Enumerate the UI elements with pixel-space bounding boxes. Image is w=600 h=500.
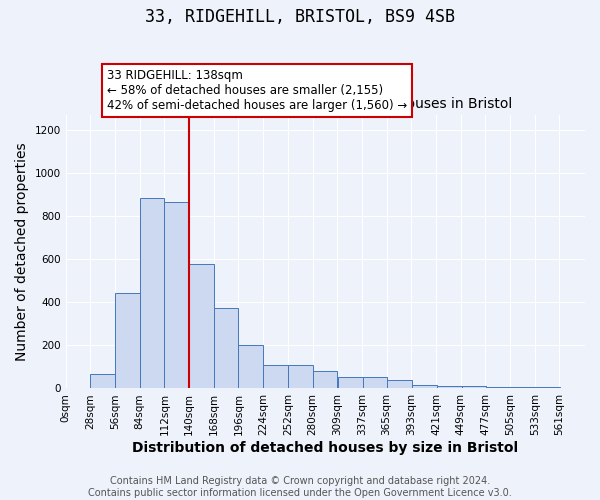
Text: 33 RIDGEHILL: 138sqm
← 58% of detached houses are smaller (2,155)
42% of semi-de: 33 RIDGEHILL: 138sqm ← 58% of detached h… <box>107 69 407 112</box>
Bar <box>140 198 164 388</box>
Y-axis label: Number of detached properties: Number of detached properties <box>15 142 29 361</box>
Title: Size of property relative to detached houses in Bristol: Size of property relative to detached ho… <box>138 97 512 111</box>
X-axis label: Distribution of detached houses by size in Bristol: Distribution of detached houses by size … <box>132 441 518 455</box>
Bar <box>338 376 363 388</box>
Bar <box>164 202 189 388</box>
Bar <box>412 385 437 388</box>
Text: 33, RIDGEHILL, BRISTOL, BS9 4SB: 33, RIDGEHILL, BRISTOL, BS9 4SB <box>145 8 455 26</box>
Bar <box>288 365 313 388</box>
Bar <box>115 292 140 388</box>
Bar <box>437 386 461 388</box>
Bar <box>263 365 288 388</box>
Text: Contains HM Land Registry data © Crown copyright and database right 2024.
Contai: Contains HM Land Registry data © Crown c… <box>88 476 512 498</box>
Bar <box>189 264 214 388</box>
Bar <box>461 386 486 388</box>
Bar <box>214 308 238 388</box>
Bar <box>91 374 115 388</box>
Bar <box>486 386 511 388</box>
Bar <box>388 380 412 388</box>
Bar <box>313 371 337 388</box>
Bar <box>363 376 388 388</box>
Bar <box>238 346 263 389</box>
